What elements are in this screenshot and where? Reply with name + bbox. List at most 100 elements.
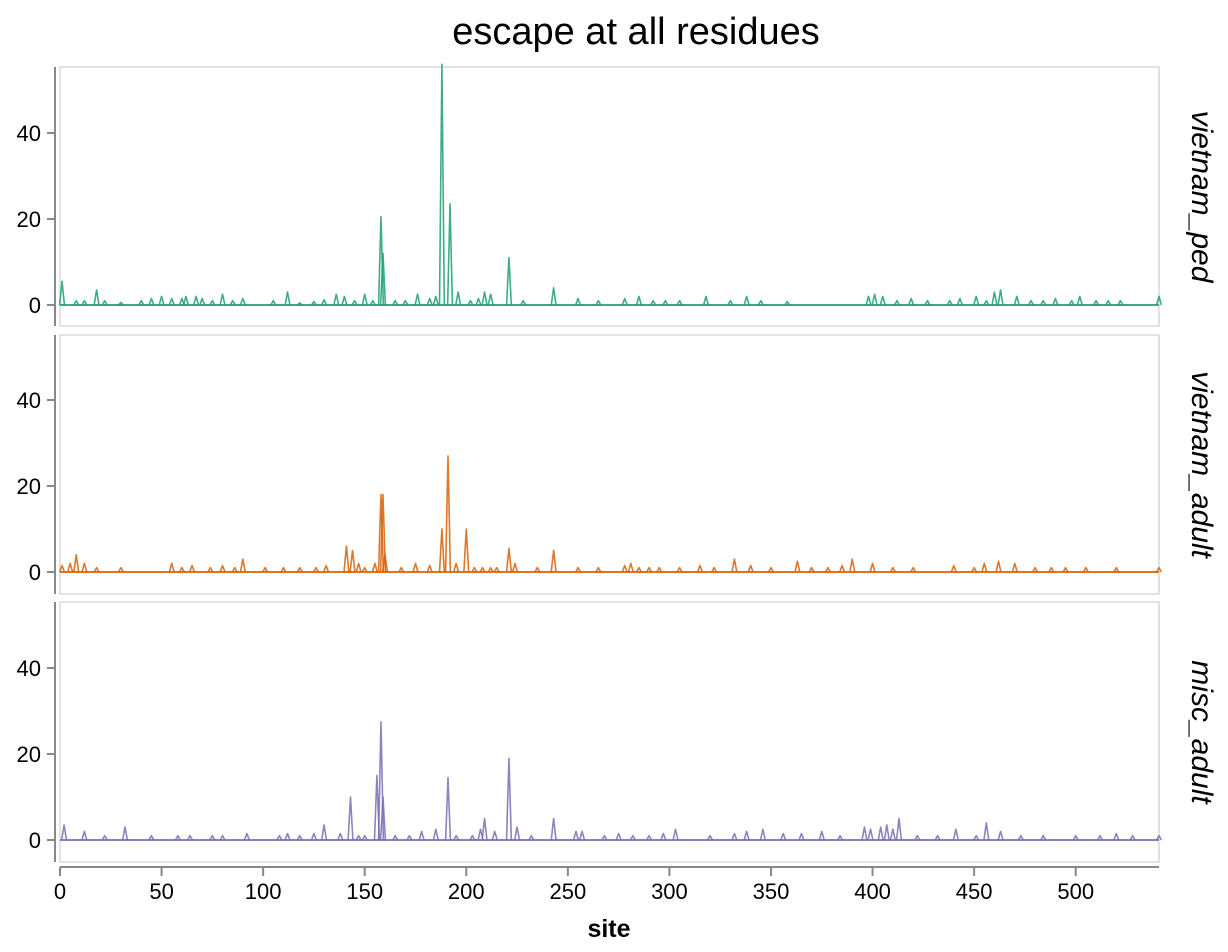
series-peak <box>973 295 980 306</box>
series-peak <box>60 824 68 841</box>
series-peak <box>808 566 815 573</box>
series-peak <box>219 293 226 306</box>
y-tick-label: 20 <box>17 742 41 767</box>
series-peak <box>426 564 433 573</box>
facet-misc-adult: 0 20 40 misc_adult <box>17 601 1218 863</box>
x-tick-label: 300 <box>651 879 688 904</box>
series-peak <box>379 493 387 573</box>
series-peak <box>444 455 452 573</box>
series-peak <box>601 834 608 841</box>
series-peak <box>369 299 376 306</box>
series-peak <box>1155 566 1163 573</box>
series-peak <box>627 562 635 573</box>
series-peak <box>991 291 998 306</box>
series-peak <box>284 291 291 306</box>
facet-label: misc_adult <box>1185 660 1218 805</box>
series-peak <box>621 297 628 306</box>
series-peak <box>838 564 846 573</box>
series-peak <box>81 562 88 573</box>
series-peak <box>438 63 446 306</box>
series-peak <box>73 299 80 306</box>
series-peak <box>877 826 884 841</box>
series-peak <box>377 493 385 573</box>
series-peak <box>1013 295 1020 306</box>
series-peak <box>467 299 474 306</box>
series-peak <box>824 566 831 573</box>
series-peak <box>869 562 876 573</box>
chart-title: escape at all residues <box>452 11 820 53</box>
series-peak <box>550 549 557 573</box>
series-peak <box>192 295 200 306</box>
series-peak <box>672 828 679 841</box>
series-peak <box>402 299 409 306</box>
series-peak <box>1048 566 1055 573</box>
series-peak <box>101 299 108 306</box>
series-peak <box>333 293 340 306</box>
series-peak <box>453 834 460 841</box>
series-peak <box>731 832 738 841</box>
series-peak <box>505 256 513 306</box>
series-peak <box>371 562 379 573</box>
series-peak <box>351 299 358 306</box>
series-peak <box>1076 295 1083 306</box>
series-peak <box>550 286 557 306</box>
series-peak <box>798 832 805 841</box>
series-peak <box>635 566 643 573</box>
series-peak <box>355 562 362 573</box>
series-peak <box>310 300 317 306</box>
series-peak <box>676 566 683 573</box>
series-peak <box>660 832 667 841</box>
series-peak <box>981 562 988 573</box>
series-peak <box>432 828 439 841</box>
series-peak <box>81 299 88 306</box>
series-peak <box>444 776 452 841</box>
series-peak <box>574 566 582 573</box>
series-peak <box>276 834 283 841</box>
series-peak <box>320 299 328 306</box>
series-peak <box>392 299 399 306</box>
facet-frame <box>59 601 1160 863</box>
facet-vietnam-adult: 0 20 40 vietnam_adult <box>17 334 1218 595</box>
series-peak <box>481 817 488 841</box>
series-peak <box>1155 834 1163 841</box>
series-peak <box>550 817 557 841</box>
series-peak <box>879 295 886 306</box>
series-peak <box>696 564 704 573</box>
series-peak <box>438 528 446 573</box>
series-peak <box>747 564 754 573</box>
series-peak <box>209 299 216 306</box>
series-peak <box>1062 566 1069 573</box>
series-peak <box>398 566 405 573</box>
series-peak <box>1082 566 1089 573</box>
series-peak <box>219 564 226 573</box>
series-peak <box>463 528 470 573</box>
series-peak <box>893 299 901 306</box>
series-peak <box>186 834 194 841</box>
series-peak <box>650 299 657 306</box>
series-peak <box>446 203 454 306</box>
series-peak <box>392 834 399 841</box>
series-peak <box>58 280 66 306</box>
series-peak <box>1129 834 1136 841</box>
series-peak <box>520 299 527 306</box>
series-peak <box>239 297 246 306</box>
series-peak <box>270 299 277 306</box>
series-peak <box>148 834 155 841</box>
series-peak <box>818 830 825 841</box>
series-peak <box>1072 834 1079 841</box>
series-peak <box>889 828 897 841</box>
series-peak <box>1113 566 1120 573</box>
x-tick-label: 350 <box>753 879 790 904</box>
series-peak <box>908 297 915 306</box>
series-peak <box>379 796 387 841</box>
series-peak <box>995 560 1002 573</box>
series-peak <box>646 834 653 841</box>
series-peak <box>168 297 175 306</box>
series-peak <box>780 832 787 841</box>
series-peak <box>731 558 738 573</box>
series-peak <box>711 566 718 573</box>
series-peak <box>910 566 917 573</box>
x-tick-label: 0 <box>54 879 66 904</box>
y-tick-label: 40 <box>17 656 41 681</box>
